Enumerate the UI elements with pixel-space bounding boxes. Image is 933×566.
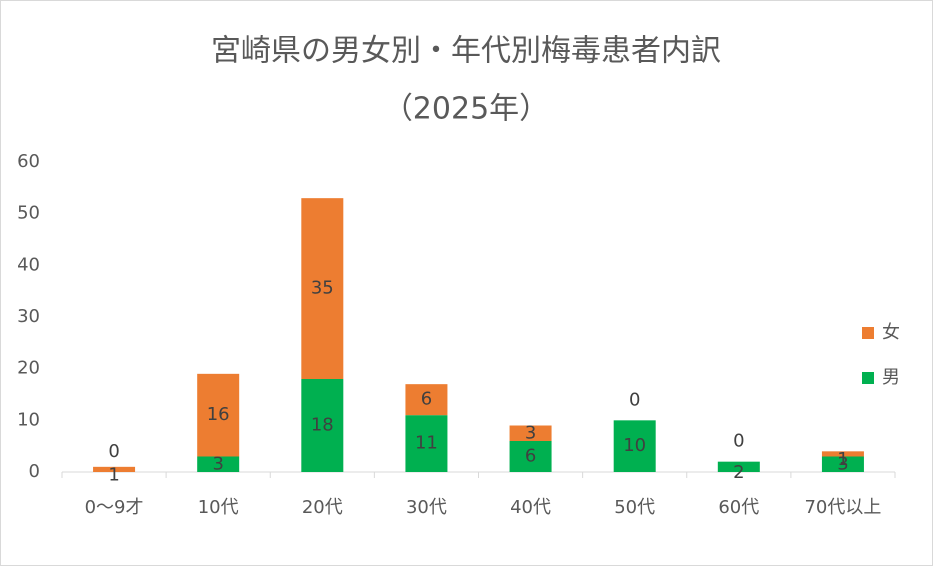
bar-segment — [509, 441, 552, 472]
data-label: 3 — [837, 453, 848, 474]
data-label: 18 — [311, 415, 334, 436]
data-label: 6 — [421, 389, 432, 410]
x-tick-label: 60代 — [718, 497, 759, 518]
y-tick-label: 30 — [17, 306, 40, 327]
bar-segment — [405, 384, 448, 416]
bar-segment — [509, 425, 552, 441]
y-tick-label: 40 — [17, 254, 40, 275]
data-label: 35 — [311, 278, 334, 299]
bar-segment — [405, 415, 448, 472]
bar-segment — [613, 420, 656, 472]
y-tick-label: 60 — [17, 151, 40, 172]
x-tick-label: 10代 — [198, 497, 239, 518]
y-tick-label: 10 — [17, 409, 40, 430]
bar-segment — [301, 198, 344, 379]
x-tick-label: 20代 — [302, 497, 343, 518]
y-tick-label: 20 — [17, 358, 40, 379]
x-tick-label: 30代 — [406, 497, 447, 518]
data-label: 10 — [623, 435, 646, 456]
x-tick-label: 70代以上 — [804, 497, 881, 518]
data-label: 1 — [108, 464, 119, 485]
data-label: 0 — [733, 431, 744, 452]
data-label: 3 — [525, 422, 536, 443]
legend-swatch — [862, 372, 874, 384]
data-label: 11 — [415, 433, 438, 454]
bar-segment — [717, 461, 760, 472]
y-tick-label: 50 — [17, 203, 40, 224]
legend-swatch — [862, 327, 874, 339]
y-tick-label: 0 — [29, 461, 40, 482]
data-label: 16 — [207, 404, 230, 425]
chart-subtitle: （2025年） — [383, 92, 549, 127]
bar-segment — [821, 451, 864, 457]
data-label: 2 — [733, 462, 744, 483]
x-tick-label: 40代 — [510, 497, 551, 518]
x-tick-label: 0〜9才 — [85, 497, 144, 518]
data-label: 0 — [108, 441, 119, 462]
data-label: 1 — [837, 449, 848, 470]
bar-segment — [197, 456, 240, 472]
bar-segment — [93, 466, 136, 472]
bar-segment — [197, 373, 240, 457]
bar-segment — [821, 456, 864, 472]
data-label: 3 — [212, 453, 223, 474]
chart-title: 宮崎県の男女別・年代別梅毒患者内訳 — [211, 34, 721, 69]
legend-label: 男 — [882, 367, 900, 388]
data-label: 0 — [629, 389, 640, 410]
bar-segment — [301, 379, 344, 472]
x-tick-label: 50代 — [614, 497, 655, 518]
data-label: 6 — [525, 446, 536, 467]
legend-label: 女 — [882, 322, 900, 343]
